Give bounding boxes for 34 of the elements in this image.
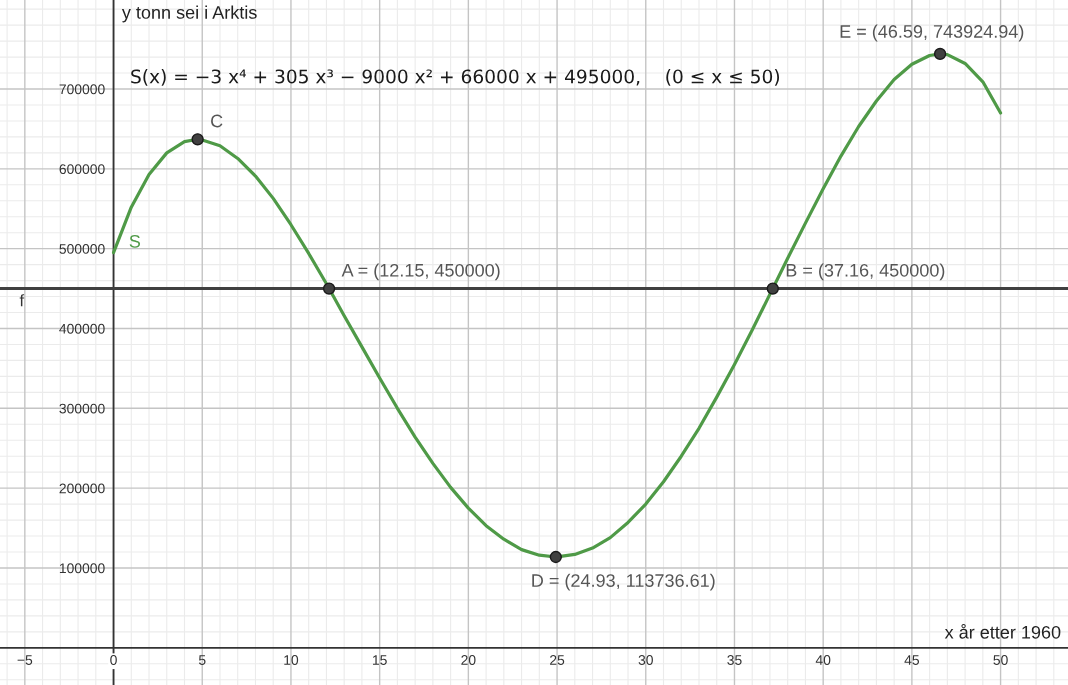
point [322, 282, 336, 295]
x-tick-label: 5 [198, 655, 206, 665]
x-tick-label: 40 [815, 655, 831, 665]
point [191, 133, 204, 146]
x-tick-label: 45 [904, 655, 920, 665]
annotation: B = (37.16, 450000) [786, 263, 945, 281]
x-tick-label: 50 [993, 655, 1008, 665]
y-tick-label: 600000 [59, 164, 105, 174]
x-tick-label: 10 [284, 655, 299, 665]
annotation: E = (46.59, 743924.94) [840, 24, 1024, 42]
y-tick-label: 100000 [59, 563, 105, 574]
x-tick-label: 35 [727, 655, 742, 665]
y-tick-label: 500000 [59, 244, 105, 254]
x-tick-label: −5 [17, 655, 33, 665]
x-tick-label: 15 [372, 655, 387, 665]
y-tick-label: 200000 [59, 483, 105, 494]
y-tick-label: 700000 [59, 84, 105, 95]
x-tick-label: 20 [461, 655, 476, 665]
ref-line-label: f [19, 294, 25, 307]
x-tick-label: 30 [638, 655, 653, 665]
point [549, 550, 562, 564]
series-label: S [129, 234, 141, 248]
x-axis-title: x år etter 1960 [944, 623, 1061, 639]
y-axis-title: y tonn sei i Arktis [121, 5, 257, 23]
annotation: D = (24.93, 113736.61) [532, 573, 715, 591]
annotation: A = (12.15, 450000) [341, 263, 500, 281]
y-tick-label: 300000 [59, 403, 105, 414]
annotation: C [211, 114, 223, 128]
annotation: S(x) = −3 x⁴ + 305 x³ − 9000 x² + 66000 x + 495000, (0 ≤ x ≤ 50) [131, 69, 780, 86]
point [766, 282, 779, 295]
x-tick-label: 25 [550, 655, 565, 665]
point [933, 47, 947, 61]
x-tick-label: 0 [110, 655, 117, 665]
y-tick-label: 400000 [59, 323, 105, 334]
